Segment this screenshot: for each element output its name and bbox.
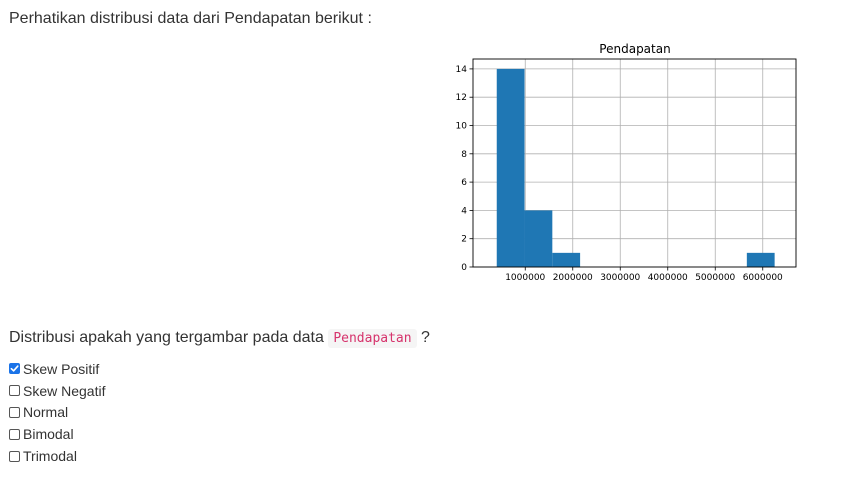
checkbox[interactable] <box>9 363 20 375</box>
y-tick-label: 8 <box>461 150 467 160</box>
y-tick-label: 2 <box>461 235 467 245</box>
x-tick-label: 4000000 <box>648 273 688 283</box>
y-tick-label: 4 <box>461 206 467 216</box>
x-tick-label: 2000000 <box>553 273 593 283</box>
question-prefix: Distribusi apakah yang tergambar pada da… <box>9 329 324 346</box>
option-bimodal[interactable]: Bimodal <box>9 423 105 445</box>
question-code: Pendapatan <box>328 329 417 348</box>
option-normal[interactable]: Normal <box>9 402 105 424</box>
axes: 1000000 2000000 3000000 4000000 5000000 60000… <box>456 58 797 283</box>
answer-options: Skew Positif Skew Negatif Normal Bimodal… <box>9 358 105 467</box>
checkbox[interactable] <box>9 385 20 397</box>
histogram-bar <box>496 68 525 268</box>
histogram-bar <box>552 252 581 267</box>
option-trimodal[interactable]: Trimodal <box>9 445 105 467</box>
option-skew-negatif[interactable]: Skew Negatif <box>9 380 105 402</box>
question-suffix: ? <box>421 329 430 346</box>
histogram-chart: Pendapatan 1000000 2000000 3000000 4000000 5… <box>440 38 805 288</box>
y-tick-label: 0 <box>461 263 467 273</box>
x-tick-label: 1000000 <box>505 273 545 283</box>
intro-text: Perhatikan distribusi data dari Pendapat… <box>9 10 372 27</box>
plot-frame <box>472 58 797 268</box>
histogram-bar <box>746 252 775 267</box>
y-tick-label: 12 <box>456 93 467 103</box>
option-label: Bimodal <box>23 426 74 443</box>
y-tick-label: 14 <box>456 65 468 75</box>
checkbox[interactable] <box>9 450 20 462</box>
option-label: Skew Negatif <box>23 382 106 399</box>
option-label: Trimodal <box>23 448 77 465</box>
y-tick-label: 6 <box>461 178 467 188</box>
checkbox[interactable] <box>9 428 20 440</box>
x-tick-label: 3000000 <box>600 273 640 283</box>
x-tick-label: 6000000 <box>743 273 783 283</box>
x-tick-label: 5000000 <box>695 273 735 283</box>
grid-lines <box>473 59 796 268</box>
chart-title: Pendapatan <box>599 42 670 56</box>
option-skew-positif[interactable]: Skew Positif <box>9 358 105 380</box>
bars <box>496 68 775 268</box>
question-text: Distribusi apakah yang tergambar pada da… <box>9 328 430 349</box>
y-tick-label: 10 <box>456 122 468 132</box>
histogram-svg: Pendapatan 1000000 2000000 3000000 4000000 5… <box>456 42 797 283</box>
option-label: Normal <box>23 404 69 421</box>
checkbox[interactable] <box>9 406 20 418</box>
option-label: Skew Positif <box>23 360 100 377</box>
histogram-bar <box>524 210 553 267</box>
